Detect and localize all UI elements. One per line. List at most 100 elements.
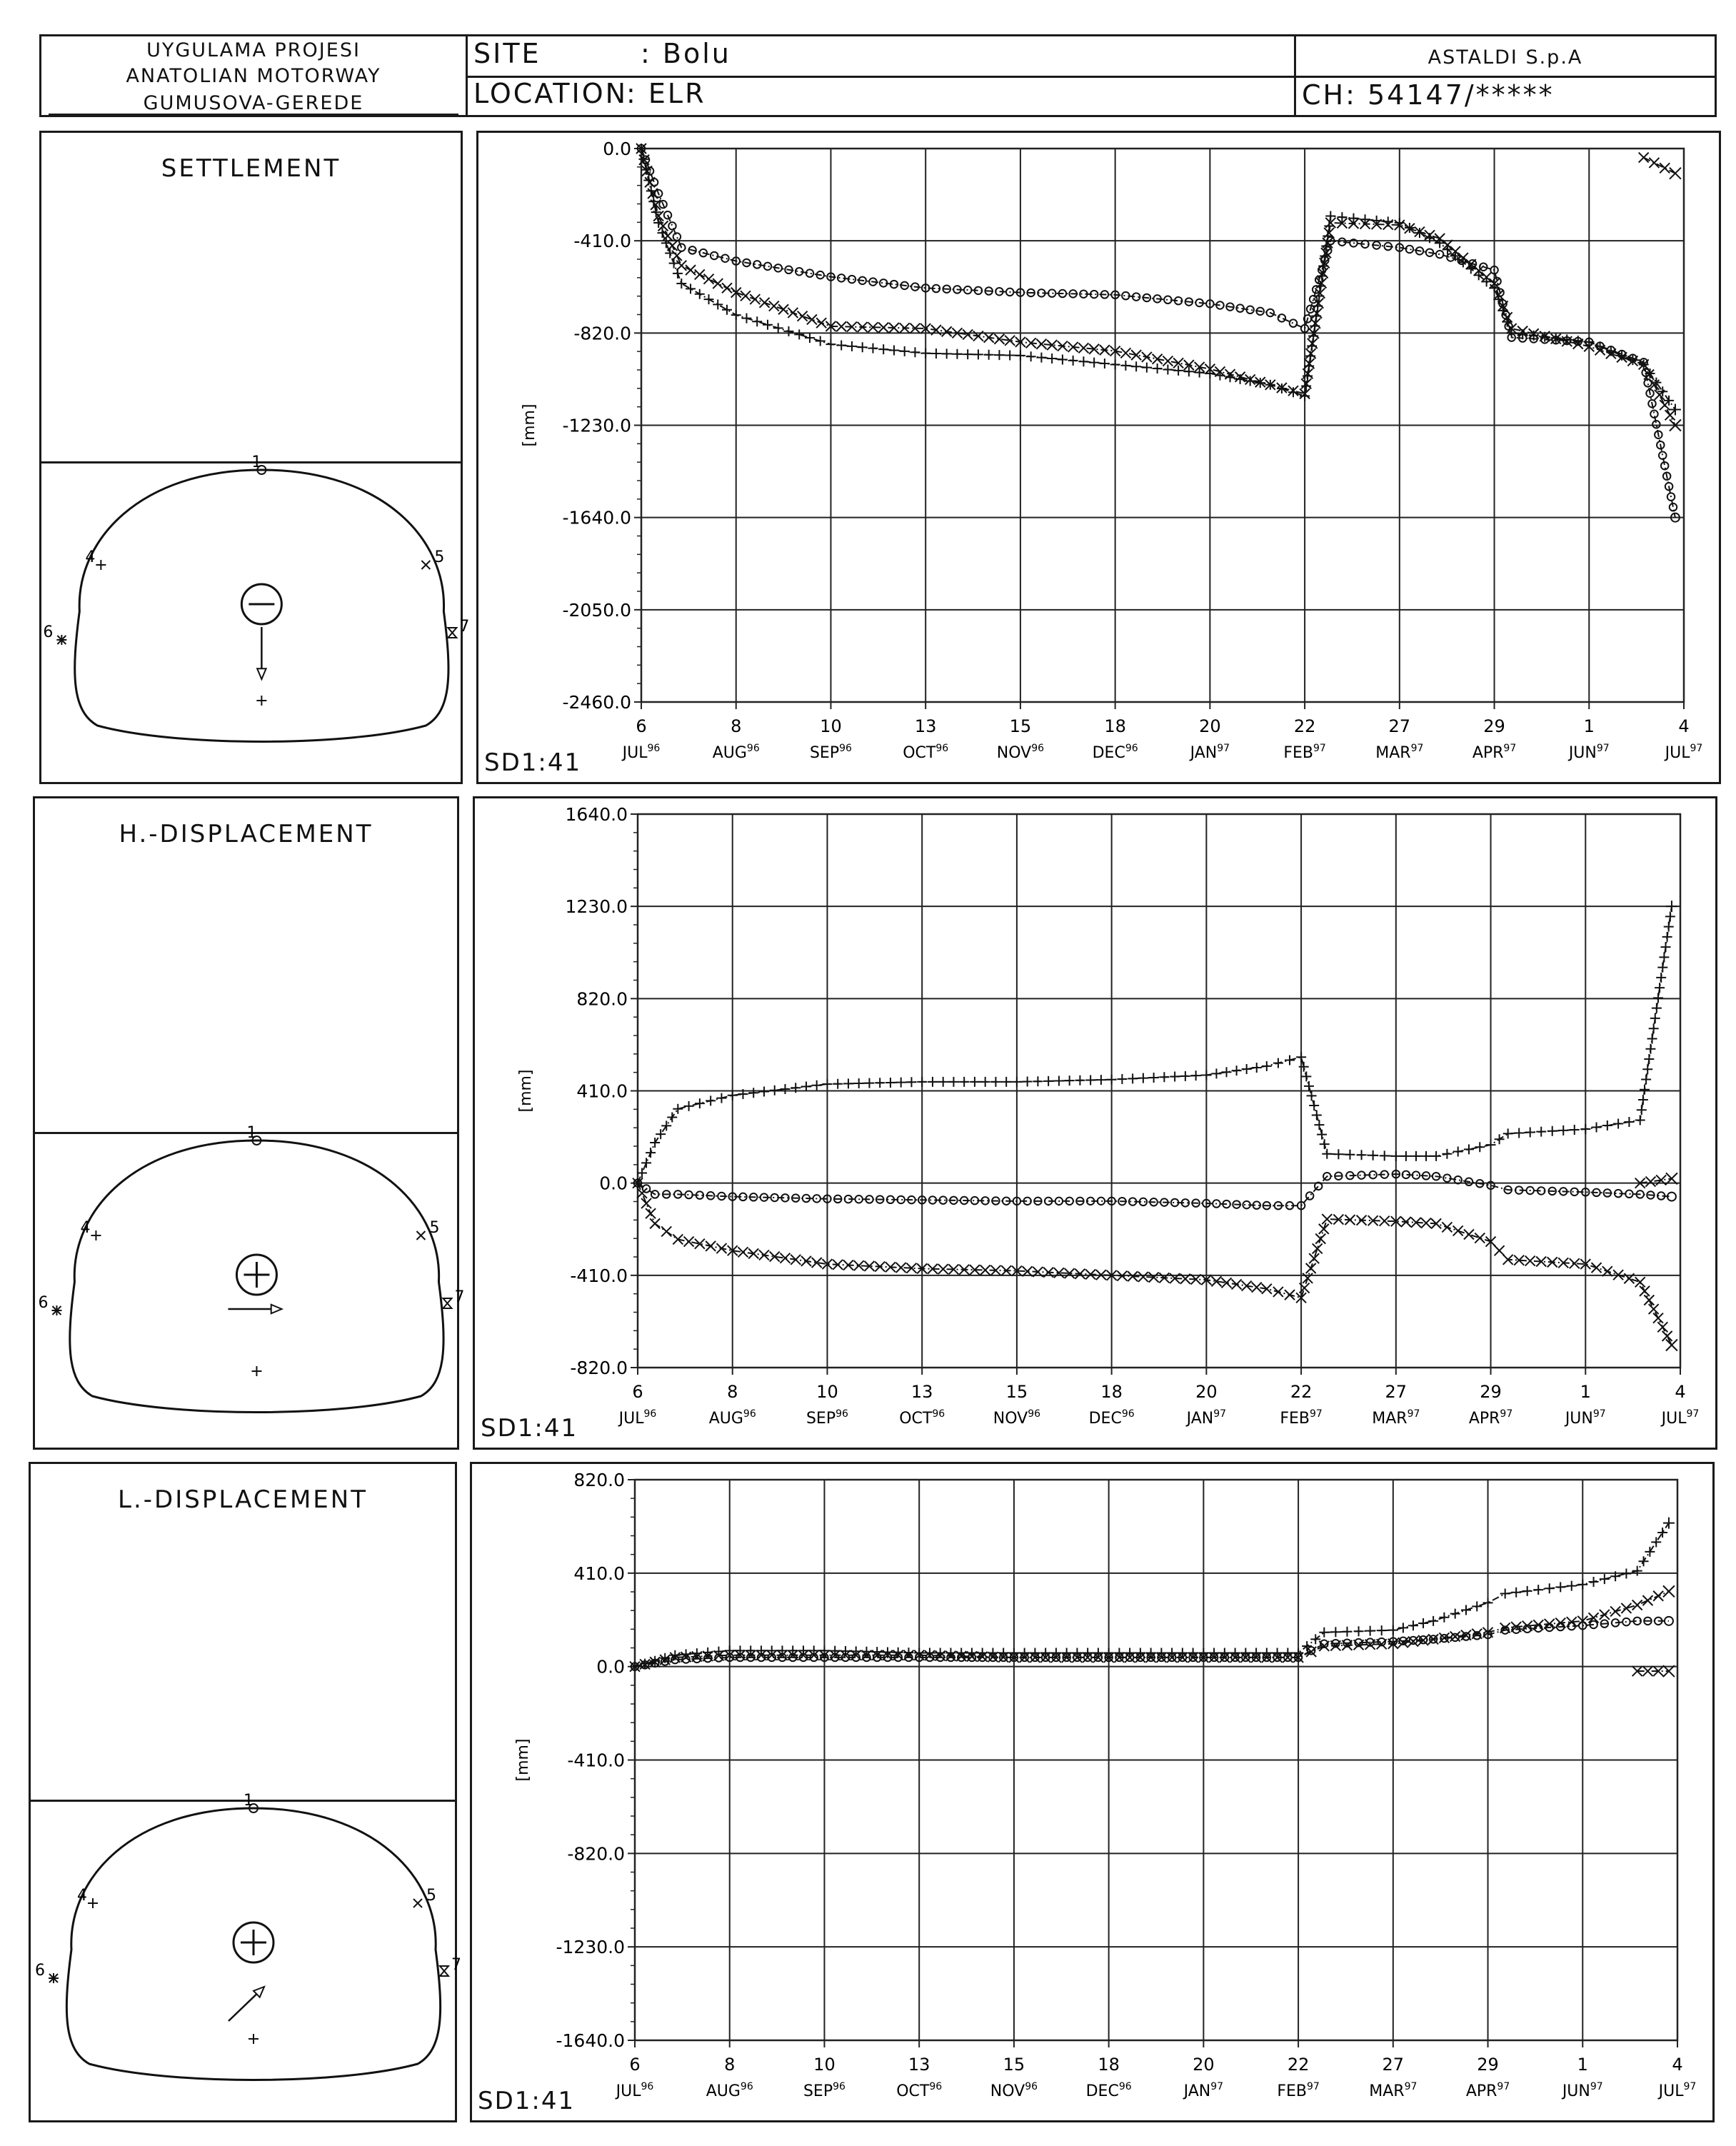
data-point <box>1166 1652 1178 1663</box>
section-point-5: 5 <box>421 548 444 570</box>
data-point <box>1669 403 1681 416</box>
h-displacement-side-divider <box>35 1132 457 1134</box>
data-point <box>1536 1186 1546 1195</box>
data-point <box>895 1077 906 1088</box>
data-point <box>680 1651 692 1663</box>
data-point <box>1265 308 1275 318</box>
data-point <box>1191 1198 1200 1208</box>
data-point <box>1262 1200 1272 1210</box>
series-1 <box>636 143 1682 432</box>
data-point <box>1660 942 1671 953</box>
data-point <box>643 175 654 186</box>
data-point <box>1120 360 1131 371</box>
data-point <box>1120 347 1132 359</box>
data-point <box>930 349 941 359</box>
data-point <box>864 1078 875 1088</box>
data-point <box>1394 217 1405 228</box>
data-point <box>1184 297 1194 306</box>
data-point <box>1343 1638 1352 1648</box>
data-point <box>931 284 941 294</box>
x-tick-year: 97 <box>1408 1408 1420 1420</box>
x-tick-month: JAN97 <box>1183 2081 1223 2100</box>
data-point <box>713 299 723 310</box>
data-point <box>1022 1076 1033 1087</box>
data-point <box>1405 244 1415 254</box>
data-point <box>1625 1189 1634 1199</box>
data-point <box>962 329 973 341</box>
data-point <box>641 1184 651 1193</box>
x-tick-day: 6 <box>632 1382 643 1402</box>
data-point <box>1670 512 1680 523</box>
data-point <box>843 1194 853 1204</box>
data-point <box>1650 1013 1660 1023</box>
data-point <box>740 290 751 302</box>
plot-area <box>636 813 1682 1369</box>
data-point <box>780 1084 791 1095</box>
data-point <box>1348 213 1359 224</box>
data-point <box>1511 1625 1521 1634</box>
data-point <box>1245 305 1255 315</box>
data-point <box>1655 1174 1667 1186</box>
data-point <box>1261 1061 1272 1071</box>
data-point <box>790 1254 801 1265</box>
data-point <box>1511 1587 1522 1598</box>
y-tick-label: 1230.0 <box>566 896 628 917</box>
data-point <box>816 270 825 280</box>
data-point <box>1570 1187 1580 1197</box>
data-point <box>1656 1191 1666 1200</box>
data-point <box>910 282 920 291</box>
data-point <box>784 265 793 275</box>
data-point <box>1001 1076 1012 1087</box>
data-point <box>1068 289 1078 299</box>
data-point <box>1446 253 1455 262</box>
data-point <box>1506 328 1517 339</box>
point-marker <box>421 560 431 570</box>
x-tick-day: 10 <box>813 2055 836 2075</box>
h-displacement-tunnel-section: 1 4 5 6 7 <box>38 1124 464 1413</box>
data-point <box>1109 345 1121 357</box>
data-point <box>1265 379 1275 390</box>
data-point <box>1141 362 1152 373</box>
data-point <box>721 254 730 263</box>
data-point <box>1651 1003 1662 1013</box>
data-point <box>759 1193 769 1202</box>
data-point <box>822 1079 833 1090</box>
x-tick-year: 96 <box>929 2081 942 2092</box>
data-point <box>1333 1213 1345 1225</box>
data-point <box>1589 1620 1598 1630</box>
data-point <box>1118 1196 1127 1206</box>
data-point <box>1298 1061 1309 1072</box>
data-point <box>669 1652 681 1663</box>
data-point <box>994 350 1005 361</box>
data-point <box>1610 1571 1621 1582</box>
x-tick-year: 97 <box>1503 743 1516 754</box>
data-point <box>914 1653 924 1663</box>
data-point <box>1209 1648 1220 1658</box>
data-point <box>1379 1150 1390 1161</box>
data-point <box>1517 329 1528 340</box>
data-point <box>930 324 942 336</box>
data-point <box>1151 354 1163 365</box>
data-point <box>1555 1617 1566 1629</box>
data-point <box>1599 1609 1610 1620</box>
data-point <box>1116 1270 1128 1282</box>
data-point <box>1173 296 1183 306</box>
data-point <box>833 1078 843 1089</box>
data-point <box>1431 1171 1441 1181</box>
series-2 <box>629 1585 1675 1673</box>
data-point <box>1463 1228 1475 1240</box>
data-point <box>1357 1170 1366 1180</box>
h-displacement-title: H.-DISPLACEMENT <box>119 820 373 848</box>
data-point <box>685 264 696 276</box>
data-point <box>953 285 962 294</box>
data-point <box>1005 287 1015 297</box>
data-point <box>846 341 857 351</box>
data-point <box>990 1265 1002 1276</box>
data-point <box>1194 367 1205 378</box>
data-point <box>1656 972 1667 983</box>
section-point-1: 1 <box>251 453 267 475</box>
data-point <box>692 1654 702 1664</box>
data-point <box>1088 344 1100 355</box>
data-point <box>1461 1632 1471 1641</box>
data-point <box>1365 1638 1375 1647</box>
